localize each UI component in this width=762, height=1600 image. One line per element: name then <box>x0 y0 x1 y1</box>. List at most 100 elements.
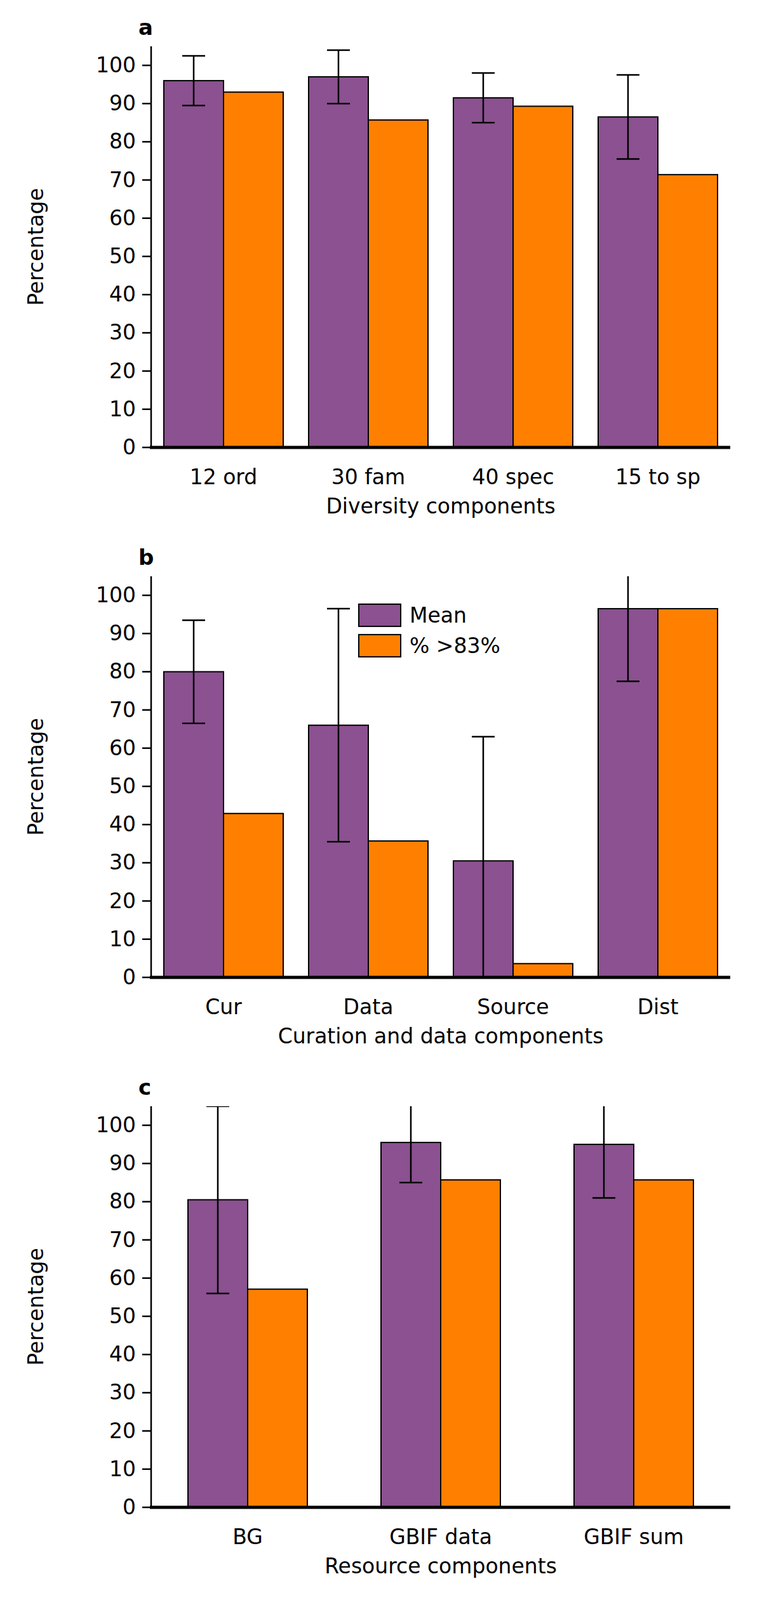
y-tick-label: 80 <box>109 1189 136 1215</box>
y-tick-label: 10 <box>109 927 136 952</box>
y-tick-label: 50 <box>109 1304 136 1330</box>
y-tick-label: 40 <box>109 812 136 837</box>
panel: aPercentage010203040506070809010012 ord3… <box>23 14 731 519</box>
y-tick <box>142 709 152 712</box>
error-bar <box>182 620 206 724</box>
bar <box>574 1144 634 1509</box>
y-tick-label: 20 <box>109 1419 136 1444</box>
bars <box>163 76 718 448</box>
error-bar <box>182 55 206 106</box>
legend-label: % >83% <box>409 633 501 659</box>
error-cap <box>182 619 206 622</box>
error-bar <box>592 1106 616 1199</box>
y-tick-label: 100 <box>95 1113 136 1138</box>
error-bar <box>206 1106 230 1295</box>
y-tick-label: 30 <box>109 320 136 345</box>
error-cap <box>327 49 350 52</box>
y-tick-label: 60 <box>109 205 136 231</box>
bar <box>247 1289 308 1509</box>
error-bar <box>471 73 495 123</box>
y-tick-label: 40 <box>109 1342 136 1368</box>
y-axis <box>150 46 153 448</box>
error-cap <box>327 841 350 844</box>
bar <box>223 92 284 448</box>
y-tick <box>142 633 152 635</box>
y-tick-label: 50 <box>109 243 136 269</box>
y-tick <box>142 408 152 411</box>
panel-letter: c <box>138 1075 152 1101</box>
x-tick-label: BG <box>232 1525 263 1551</box>
y-tick-label: 100 <box>95 582 136 608</box>
error-line <box>410 1106 413 1184</box>
y-tick-label: 50 <box>109 774 136 799</box>
y-tick <box>142 748 152 750</box>
bar <box>598 116 658 448</box>
x-tick-label: GBIF sum <box>583 1525 684 1551</box>
y-tick <box>142 255 152 258</box>
error-cap <box>616 680 640 683</box>
y-tick <box>142 977 152 980</box>
error-line <box>337 608 340 843</box>
bar <box>633 1180 694 1509</box>
y-axis-label: Percentage <box>23 1248 49 1367</box>
legend-label: Mean <box>409 603 467 629</box>
x-axis <box>149 976 731 980</box>
y-tick <box>142 1163 152 1166</box>
error-cap <box>592 1197 616 1200</box>
y-tick <box>142 1278 152 1281</box>
error-cap <box>182 55 206 58</box>
error-bars <box>182 50 640 160</box>
error-line <box>482 737 485 978</box>
error-bar <box>327 608 350 843</box>
x-axis <box>149 1506 731 1511</box>
y-tick-label: 20 <box>109 358 136 384</box>
panel: bPercentage0102030405060708090100CurData… <box>23 536 731 1050</box>
y-tick-label: 20 <box>109 889 136 914</box>
error-bars <box>206 1106 616 1295</box>
error-cap <box>399 1182 423 1185</box>
bar <box>368 841 428 978</box>
x-tick-label: 30 fam <box>331 464 406 490</box>
y-tick <box>142 447 152 449</box>
panel: cPercentage0102030405060708090100BGGBIF … <box>23 1075 731 1580</box>
error-cap <box>471 72 495 75</box>
bar <box>513 963 573 978</box>
legend: Mean % >83% <box>358 603 501 659</box>
y-tick <box>142 1316 152 1319</box>
y-tick <box>142 1392 152 1395</box>
bars <box>163 608 718 978</box>
error-line <box>337 50 340 104</box>
x-axis-label: Diversity components <box>325 494 555 519</box>
y-tick-label: 90 <box>109 1151 136 1177</box>
bar <box>657 608 718 978</box>
y-axis-label: Percentage <box>23 187 49 307</box>
bar <box>163 80 224 448</box>
y-tick <box>142 594 152 597</box>
x-axis-label: Curation and data components <box>278 1024 604 1050</box>
y-tick <box>142 1201 152 1204</box>
error-bars <box>182 576 640 978</box>
error-line <box>627 576 630 682</box>
x-axis-label: Resource components <box>324 1554 557 1580</box>
y-tick <box>142 140 152 143</box>
y-tick <box>142 1430 152 1433</box>
error-bar <box>471 737 495 978</box>
error-line <box>603 1106 606 1199</box>
y-tick-label: 70 <box>109 1228 136 1253</box>
legend-swatch <box>358 635 401 658</box>
x-axis <box>149 446 731 450</box>
bar <box>440 1180 501 1509</box>
error-line <box>627 74 630 159</box>
x-tick-label: Data <box>343 995 394 1020</box>
error-bar <box>399 1106 423 1184</box>
error-line <box>193 55 195 106</box>
error-bar <box>327 50 350 104</box>
error-cap <box>327 608 350 611</box>
y-tick <box>142 102 152 105</box>
error-bar <box>616 74 640 159</box>
y-tick <box>142 1239 152 1242</box>
error-line <box>193 620 195 724</box>
y-tick-label: 70 <box>109 697 136 723</box>
error-cap <box>327 102 350 105</box>
y-tick-label: 60 <box>109 1266 136 1291</box>
